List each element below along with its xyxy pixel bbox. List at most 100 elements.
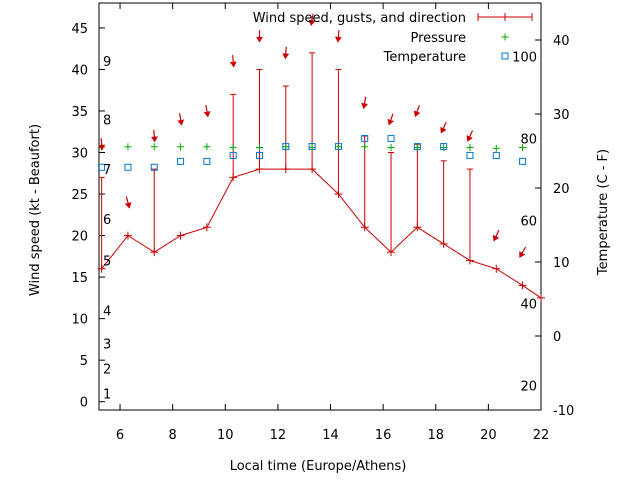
y-tick-label: 40 bbox=[71, 63, 88, 78]
x-tick-label: 10 bbox=[217, 428, 234, 443]
temperature-point bbox=[150, 163, 158, 171]
wind-direction-arrow bbox=[334, 30, 342, 43]
wind-direction-arrow bbox=[466, 130, 474, 142]
y-tick-label: 0 bbox=[80, 396, 88, 411]
wind-direction-arrow bbox=[256, 30, 263, 43]
beaufort-label: 3 bbox=[103, 338, 111, 353]
x-tick-label: 16 bbox=[375, 428, 392, 443]
wind-direction-arrow bbox=[124, 196, 132, 209]
temperature-point bbox=[177, 157, 185, 165]
x-tick-label: 8 bbox=[169, 428, 177, 443]
wind-direction-arrow bbox=[519, 246, 527, 258]
beaufort-label: 6 bbox=[103, 213, 111, 228]
fahrenheit-label: 100 bbox=[512, 50, 537, 65]
fahrenheit-label: 20 bbox=[520, 380, 537, 395]
temperature-point bbox=[492, 151, 500, 159]
x-axis-label: Local time (Europe/Athens) bbox=[230, 459, 407, 474]
arrow-head bbox=[334, 36, 342, 43]
wind-direction-arrow bbox=[282, 46, 290, 60]
arrow-head bbox=[413, 110, 421, 118]
wind-point bbox=[202, 223, 211, 232]
y2-tick-label: 0 bbox=[553, 330, 561, 345]
y-axis-label: Wind speed (kt - Beaufort) bbox=[28, 124, 43, 296]
label-layer: 6 8 10 12 14 16 18 20 22051015202530354045-10010… bbox=[71, 11, 574, 443]
y-tick-label: 35 bbox=[71, 105, 88, 120]
plot-area bbox=[98, 2, 542, 411]
temperature-point bbox=[466, 151, 474, 159]
arrow-head bbox=[229, 61, 237, 68]
pressure-point bbox=[334, 143, 342, 151]
wind-direction-arrow bbox=[492, 229, 500, 242]
temperature-point bbox=[308, 143, 316, 151]
arrow-head bbox=[177, 119, 185, 126]
wind-point bbox=[465, 256, 474, 265]
plot-frame bbox=[98, 2, 542, 411]
y2-axis-label: Temperature (C - F) bbox=[596, 149, 611, 276]
arrow-head bbox=[361, 102, 368, 110]
y-tick-label: 20 bbox=[71, 230, 88, 245]
y-tick-label: 45 bbox=[71, 22, 88, 37]
wind-direction-arrow bbox=[98, 138, 106, 151]
temperature-point bbox=[124, 163, 132, 171]
wind-direction-arrow bbox=[440, 121, 447, 134]
beaufort-label: 1 bbox=[103, 387, 111, 402]
arrow-head bbox=[308, 19, 316, 26]
pressure-point bbox=[229, 144, 237, 152]
temperature-point bbox=[413, 143, 421, 151]
temperature-point bbox=[440, 143, 448, 151]
legend-marker bbox=[501, 13, 509, 21]
y-tick-label: 10 bbox=[71, 313, 88, 328]
temperature-point bbox=[203, 157, 211, 165]
temperature-point bbox=[334, 143, 342, 151]
wind-point bbox=[229, 173, 238, 182]
wind-point bbox=[360, 223, 369, 232]
arrow-head bbox=[256, 36, 263, 43]
fahrenheit-label: 80 bbox=[520, 132, 537, 147]
wind-point bbox=[537, 293, 545, 302]
beaufort-label: 9 bbox=[103, 55, 111, 70]
arrow-head bbox=[387, 118, 394, 126]
wind-point bbox=[176, 231, 185, 240]
wind-direction-arrow bbox=[387, 113, 394, 126]
wind-direction-arrow bbox=[177, 113, 185, 126]
wind-point bbox=[334, 190, 343, 199]
pressure-point bbox=[492, 144, 500, 152]
arrow-head bbox=[98, 144, 106, 151]
wind-direction-arrow bbox=[229, 55, 237, 68]
legend-label: Pressure bbox=[410, 31, 466, 46]
pressure-point bbox=[519, 144, 527, 152]
pressure-point bbox=[361, 143, 369, 151]
arrow-head bbox=[150, 136, 158, 143]
x-tick-label: 14 bbox=[322, 428, 339, 443]
wind-point bbox=[518, 281, 527, 290]
wind-point bbox=[308, 165, 317, 174]
wind-direction-arrow bbox=[308, 13, 316, 26]
wind-point bbox=[255, 165, 264, 174]
legend-marker bbox=[501, 52, 509, 60]
pressure-point bbox=[150, 143, 158, 151]
wind-point bbox=[439, 239, 448, 248]
x-tick-label: 6 bbox=[116, 428, 124, 443]
wind-direction-arrow bbox=[150, 129, 158, 143]
temperature-point bbox=[229, 151, 237, 159]
temperature-point bbox=[282, 143, 290, 151]
arrow-head bbox=[203, 111, 211, 118]
x-tick-label: 22 bbox=[533, 428, 550, 443]
beaufort-label: 2 bbox=[103, 362, 111, 377]
arrow-head bbox=[519, 251, 526, 258]
arrow-head bbox=[440, 126, 447, 134]
pressure-point bbox=[203, 143, 211, 151]
pressure-point bbox=[255, 144, 263, 152]
legend-label: Wind speed, gusts, and direction bbox=[253, 11, 466, 26]
wind-point bbox=[413, 223, 422, 232]
pressure-point bbox=[282, 143, 290, 151]
beaufort-label: 8 bbox=[103, 113, 111, 128]
pressure-point bbox=[124, 143, 132, 151]
y2-tick-label: -10 bbox=[553, 404, 574, 419]
beaufort-label: 5 bbox=[103, 254, 111, 269]
y-tick-label: 15 bbox=[71, 271, 88, 286]
arrow-head bbox=[124, 202, 132, 209]
y-tick-label: 5 bbox=[80, 354, 88, 369]
wind-point bbox=[387, 248, 396, 257]
